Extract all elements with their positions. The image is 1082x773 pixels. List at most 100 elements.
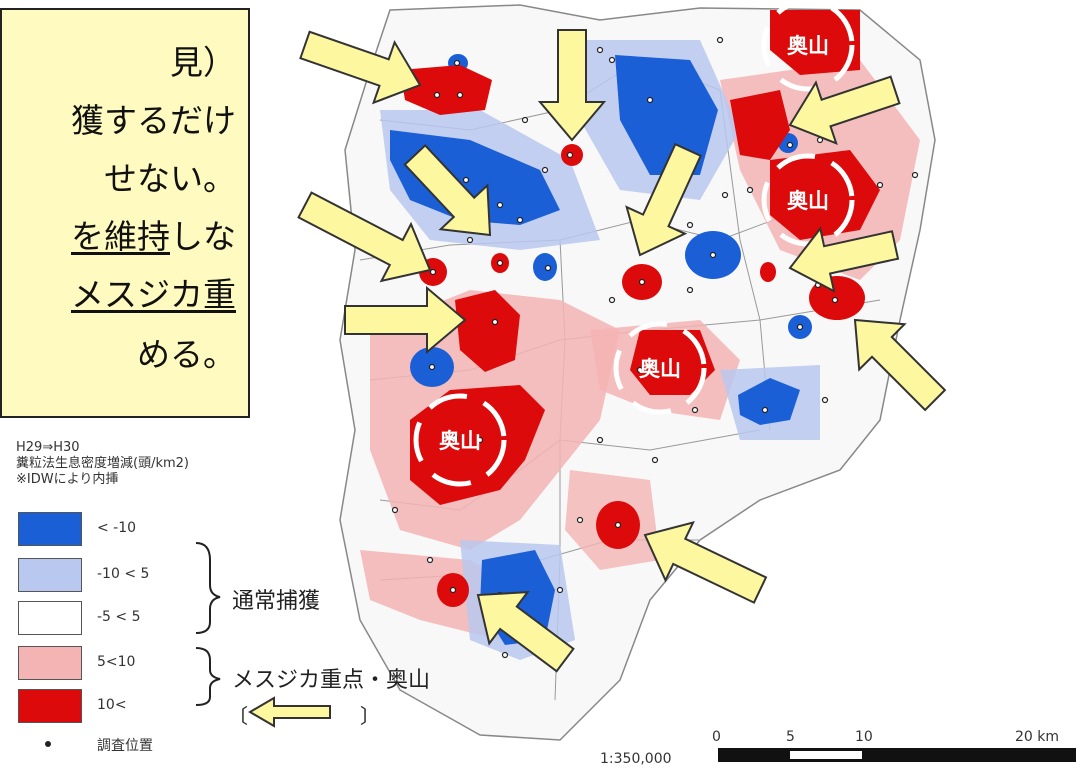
legend-group-priority: メスジカ重点・奥山 [232, 668, 431, 693]
legend-swatch-label: -10 < 5 [97, 566, 150, 582]
survey-point [544, 264, 552, 272]
survey-point [566, 151, 574, 159]
blue-area [738, 378, 800, 425]
survey-point [608, 296, 616, 304]
red-area [770, 150, 880, 240]
legend-bracket-close: 〕 [360, 704, 380, 728]
survey-point [556, 586, 564, 594]
survey-point [761, 406, 769, 414]
survey-point [911, 171, 919, 179]
arrow-icon [853, 318, 947, 412]
scale-tick: 10 [855, 729, 873, 745]
legend-swatch-label: 5<10 [97, 654, 136, 670]
red-area [760, 262, 776, 282]
survey-point [691, 406, 699, 414]
survey-point [451, 434, 459, 442]
brace-normal [195, 542, 221, 634]
red-area [730, 90, 790, 160]
okuyama-label: 奥山 [639, 357, 681, 381]
red-area [630, 330, 715, 395]
survey-point [428, 363, 436, 371]
survey-point [501, 651, 509, 659]
callout-box: 見） 獲するだけ せない。 を維持しな メスジカ重 める。 [0, 8, 250, 418]
scale-tick: 0 [712, 729, 721, 745]
callout-line: を維持しな [71, 217, 236, 256]
callout-line: せない。 [104, 159, 236, 198]
arrow-icon [403, 143, 492, 237]
legend-swatch [18, 512, 82, 546]
blue-area [615, 55, 718, 175]
density-blobs [360, 10, 920, 660]
legend-title: H29⇒H30 糞粒法生息密度増減(頭/km2) ※IDWにより内挿 [16, 440, 189, 487]
survey-point [608, 56, 616, 64]
scale-tick: 20 km [1015, 729, 1060, 745]
survey-point [876, 181, 884, 189]
arrow-icon [625, 142, 703, 257]
survey-point [596, 46, 604, 54]
survey-point [429, 268, 437, 276]
legend-survey-dot-icon [45, 741, 51, 747]
callout-line: メスジカ重 [71, 275, 236, 314]
legend-swatch [18, 646, 82, 680]
survey-point [786, 141, 794, 149]
callout-line: める。 [137, 335, 236, 374]
survey-point [709, 251, 717, 259]
blue-area [533, 253, 557, 281]
survey-point [721, 191, 729, 199]
survey-point [646, 96, 654, 104]
survey-point [426, 556, 434, 564]
survey-point [636, 366, 644, 374]
survey-point [541, 166, 549, 174]
survey-point [453, 59, 461, 67]
scale-tick: 5 [786, 729, 795, 745]
arrow-icon [537, 29, 607, 142]
survey-points [391, 36, 919, 659]
survey-point [638, 278, 646, 286]
okuyama-marker: 奥山 [761, 0, 855, 92]
survey-point [496, 201, 504, 209]
survey-point [716, 36, 724, 44]
arrow-icon [297, 191, 432, 283]
red-area [410, 385, 545, 505]
arrow-icon [788, 226, 900, 293]
survey-point [821, 396, 829, 404]
legend-arrow-icon [248, 696, 331, 728]
survey-point [596, 436, 604, 444]
survey-point [614, 521, 622, 529]
okuyama-label: 奥山 [439, 429, 481, 453]
legend-swatch-label: < -10 [97, 520, 137, 536]
legend-swatch-label: 10< [97, 697, 127, 713]
brace-priority [195, 647, 221, 706]
scale-ratio: 1:350,000 [600, 751, 672, 767]
legend-bracket-open: 〔 [228, 704, 248, 728]
legend-survey-label: 調査位置 [97, 738, 153, 754]
legend-swatch [18, 558, 82, 592]
survey-point [462, 176, 470, 184]
okuyama-label: 奥山 [787, 34, 829, 58]
arrows [297, 29, 947, 673]
survey-point [796, 323, 804, 331]
survey-point [391, 506, 399, 514]
callout-line: 獲するだけ [71, 101, 236, 140]
survey-point [456, 91, 464, 99]
arrow-icon [643, 520, 768, 604]
legend-swatch [18, 689, 82, 723]
survey-point [686, 221, 694, 229]
okuyama-marker: 奥山 [613, 321, 707, 415]
survey-point [449, 586, 457, 594]
survey-point [496, 259, 504, 267]
scale-bar [718, 748, 1076, 762]
callout-line: 見） [170, 43, 236, 82]
arrow-icon [788, 75, 901, 146]
arrow-icon [344, 285, 467, 355]
survey-point [521, 116, 529, 124]
red-area [400, 65, 492, 115]
survey-point [686, 286, 694, 294]
survey-point [466, 236, 474, 244]
okuyama-marker: 奥山 [413, 393, 507, 487]
legend-swatch [18, 601, 82, 635]
red-area [770, 10, 860, 75]
survey-point [491, 318, 499, 326]
